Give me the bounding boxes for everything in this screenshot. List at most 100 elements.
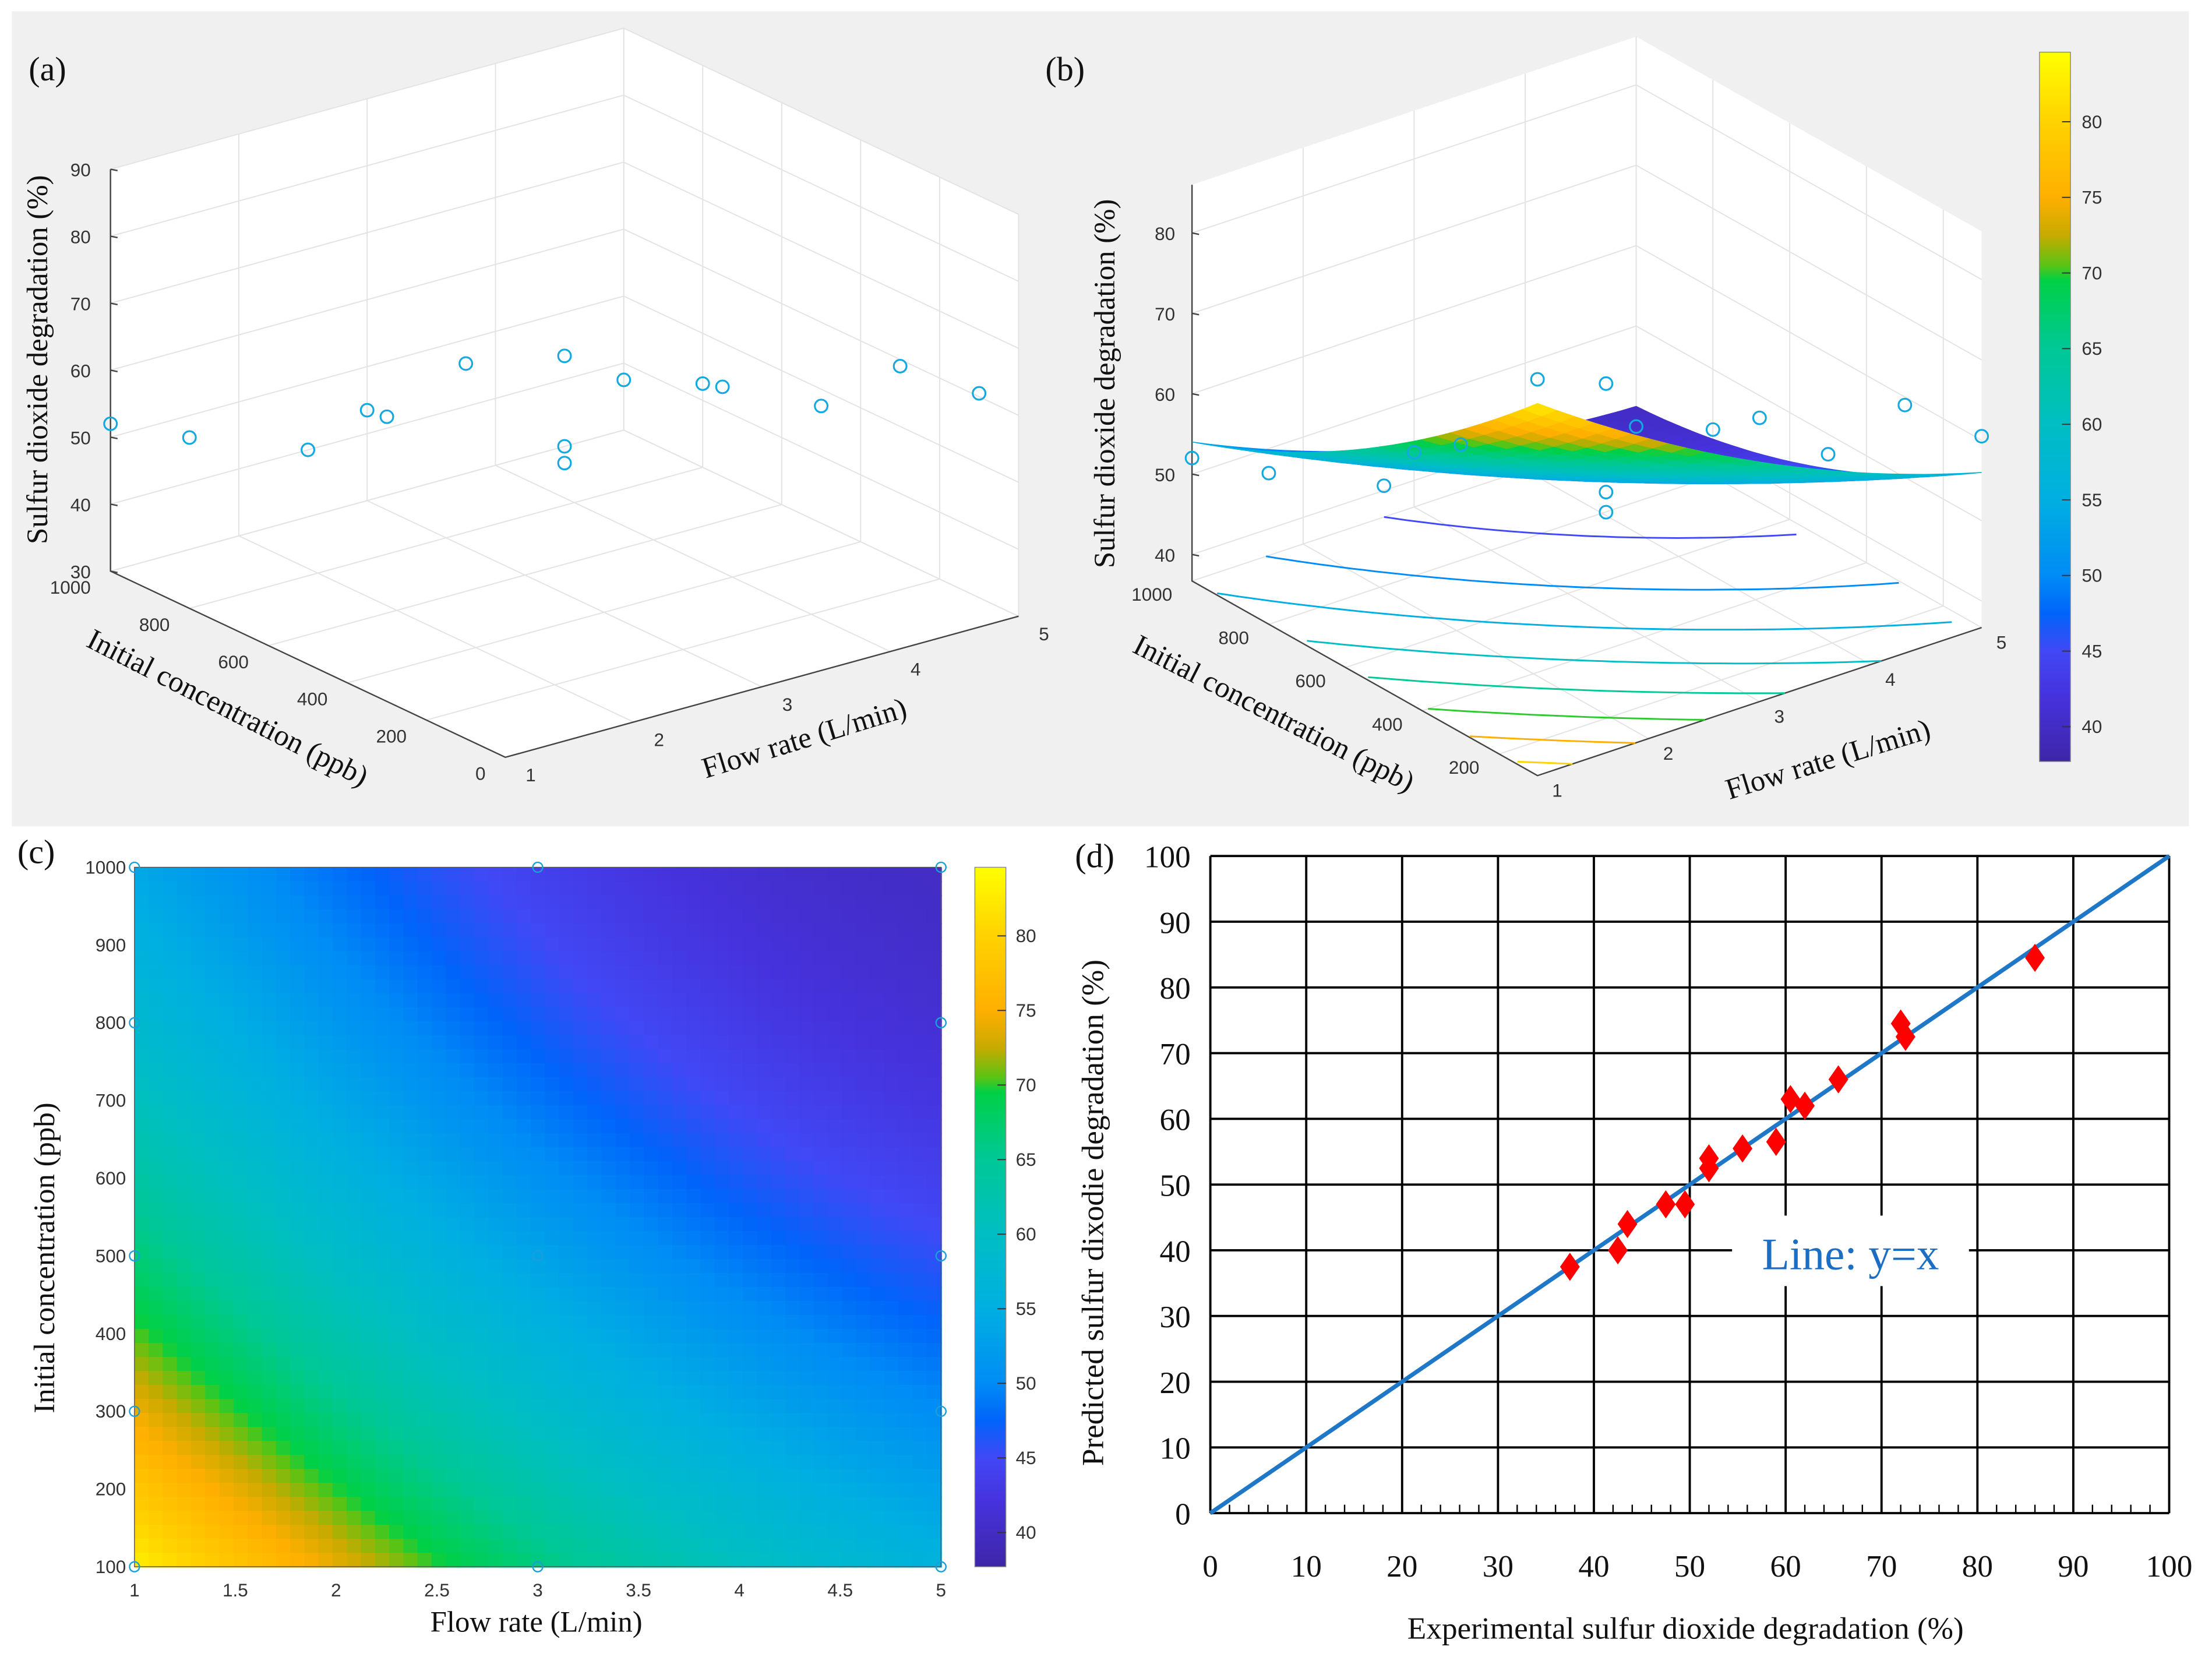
c-heatmap-cell: [601, 1063, 617, 1078]
c-heatmap-cell: [190, 1412, 206, 1428]
c-heatmap-cell: [219, 1455, 235, 1470]
c-heatmap-cell: [785, 1455, 800, 1470]
c-heatmap-cell: [375, 993, 390, 1009]
c-heatmap-cell: [403, 881, 419, 897]
c-heatmap-cell: [785, 1244, 800, 1260]
c-heatmap-cell: [658, 1539, 673, 1554]
c-heatmap-cell: [190, 993, 206, 1009]
c-heatmap-cell: [912, 1384, 928, 1400]
c-heatmap-cell: [205, 1525, 221, 1540]
c-heatmap-cell: [898, 1539, 914, 1554]
c-heatmap-cell: [177, 1035, 192, 1050]
c-heatmap-cell: [318, 867, 334, 883]
c-heatmap-cell: [318, 1483, 334, 1498]
c-heatmap-cell: [629, 1342, 645, 1358]
c-heatmap-cell: [233, 1161, 249, 1176]
c-heatmap-cell: [927, 923, 942, 939]
c-heatmap-cell: [573, 1286, 588, 1302]
c-heatmap-cell: [488, 1497, 503, 1512]
c-heatmap-cell: [516, 1483, 532, 1498]
c-heatmap-cell: [488, 1147, 503, 1162]
c-heatmap-cell: [743, 1133, 758, 1148]
c-heatmap-cell: [559, 923, 574, 939]
c-heatmap-cell: [219, 1314, 235, 1330]
c-heatmap-cell: [559, 1469, 574, 1484]
c-heatmap-cell: [233, 1231, 249, 1246]
b-gridline: [1191, 164, 1982, 361]
c-heatmap-cell: [417, 1189, 433, 1204]
c-heatmap-cell: [446, 1497, 461, 1512]
c-heatmap-cell: [927, 1077, 942, 1092]
c-heatmap-cell: [375, 1412, 390, 1428]
c-heatmap-cell: [460, 1258, 475, 1274]
c-heatmap-cell: [219, 881, 235, 897]
c-heatmap-cell: [417, 881, 433, 897]
c-heatmap-cell: [219, 1370, 235, 1386]
c-heatmap-cell: [615, 923, 631, 939]
c-heatmap-cell: [361, 1356, 376, 1372]
c-heatmap-cell: [658, 1258, 673, 1274]
c-heatmap-cell: [771, 965, 786, 981]
c-heatmap-cell: [530, 881, 546, 897]
c-heatmap-cell: [530, 1469, 546, 1484]
c-heatmap-cell: [842, 1525, 858, 1540]
c-heatmap-cell: [446, 1412, 461, 1428]
c-heatmap-cell: [700, 1469, 716, 1484]
c-heatmap-cell: [488, 1412, 503, 1428]
c-heatmap-cell: [912, 951, 928, 967]
c-heatmap-cell: [757, 1091, 772, 1106]
c-heatmap-cell: [290, 1007, 305, 1023]
c-heatmap-cell: [403, 1175, 419, 1190]
c-heatmap-cell: [163, 1035, 178, 1050]
c-heatmap-cell: [757, 1525, 772, 1540]
c-heatmap-cell: [219, 1286, 235, 1302]
c-heatmap-cell: [799, 1398, 815, 1414]
c-heatmap-cell: [516, 1203, 532, 1218]
c-heatmap-cell: [629, 1286, 645, 1302]
c-heatmap-cell: [361, 1258, 376, 1274]
c-heatmap-cell: [644, 1244, 659, 1260]
c-heatmap-cell: [431, 1356, 447, 1372]
c-heatmap-cell: [502, 1356, 518, 1372]
c-heatmap-cell: [629, 1119, 645, 1134]
c-heatmap-cell: [516, 1231, 532, 1246]
c-heatmap-cell: [149, 1525, 164, 1540]
c-heatmap-cell: [134, 1244, 150, 1260]
c-heatmap-cell: [446, 1286, 461, 1302]
c-heatmap-cell: [488, 1314, 503, 1330]
c-heatmap-cell: [700, 1328, 716, 1344]
c-heatmap-cell: [332, 1342, 348, 1358]
c-heatmap-cell: [347, 1525, 362, 1540]
c-heatmap-cell: [573, 1314, 588, 1330]
c-heatmap-cell: [559, 1147, 574, 1162]
c-heatmap-cell: [304, 1511, 320, 1526]
c-heatmap-cell: [361, 1189, 376, 1204]
c-heatmap-cell: [502, 1412, 518, 1428]
c-heatmap-cell: [488, 881, 503, 897]
c-heatmap-cell: [488, 1370, 503, 1386]
c-heatmap-cell: [431, 1553, 447, 1568]
c-heatmap-cell: [743, 1553, 758, 1568]
c-heatmap-cell: [884, 1272, 899, 1288]
c-heatmap-cell: [629, 1091, 645, 1106]
c-heatmap-cell: [644, 881, 659, 897]
c-heatmap-cell: [219, 1412, 235, 1428]
c-heatmap-cell: [714, 1553, 730, 1568]
c-heatmap-cell: [431, 1286, 447, 1302]
c-heatmap-cell: [658, 937, 673, 953]
c-heatmap-cell: [743, 1189, 758, 1204]
c-heatmap-cell: [431, 965, 447, 981]
c-heatmap-cell: [686, 1370, 701, 1386]
c-heatmap-cell: [870, 1370, 885, 1386]
c-heatmap-cell: [559, 1091, 574, 1106]
c-heatmap-cell: [190, 1244, 206, 1260]
c-heatmap-cell: [488, 1203, 503, 1218]
c-heatmap-cell: [318, 1091, 334, 1106]
c-heatmap-cell: [573, 1063, 588, 1078]
c-heatmap-cell: [827, 1203, 843, 1218]
c-heatmap-cell: [912, 1077, 928, 1092]
c-heatmap-cell: [672, 1440, 687, 1456]
d-y-tick-label: 20: [1159, 1366, 1190, 1400]
c-heatmap-cell: [771, 1328, 786, 1344]
c-heatmap-cell: [431, 909, 447, 925]
